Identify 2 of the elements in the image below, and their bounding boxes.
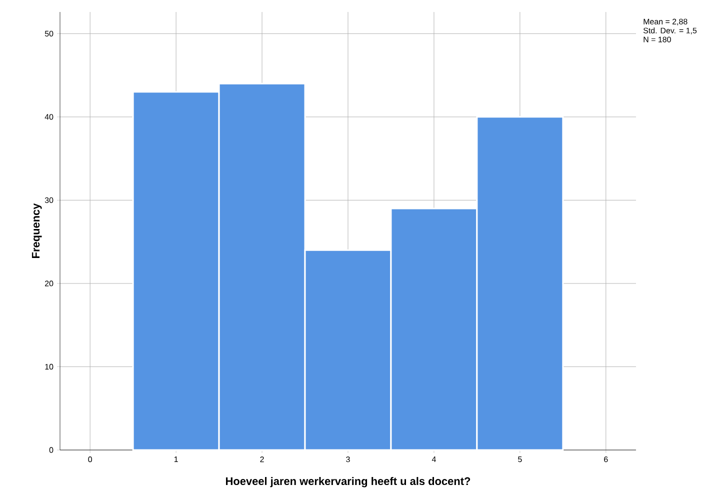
x-axis-title: Hoeveel jaren werkervaring heeft u als docent? <box>226 477 470 488</box>
y-axis-title: Frequency <box>32 203 42 258</box>
